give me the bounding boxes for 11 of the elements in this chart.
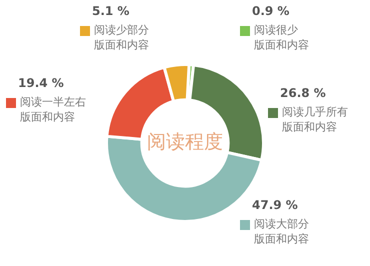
data-label: 0.9 % bbox=[252, 4, 290, 18]
legend-label: 阅读一半左右版面和内容 bbox=[20, 95, 86, 124]
data-label: 26.8 % bbox=[280, 86, 326, 100]
legend-label: 阅读很少版面和内容 bbox=[254, 23, 309, 52]
legend-label: 阅读大部分版面和内容 bbox=[254, 217, 309, 246]
legend-label: 阅读几乎所有版面和内容 bbox=[282, 105, 348, 134]
data-label: 19.4 % bbox=[18, 76, 64, 90]
data-label: 5.1 % bbox=[92, 4, 130, 18]
text: 阅读程度 bbox=[147, 130, 223, 153]
legend-label: 阅读少部分版面和内容 bbox=[94, 23, 149, 52]
data-label: 47.9 % bbox=[252, 198, 298, 212]
